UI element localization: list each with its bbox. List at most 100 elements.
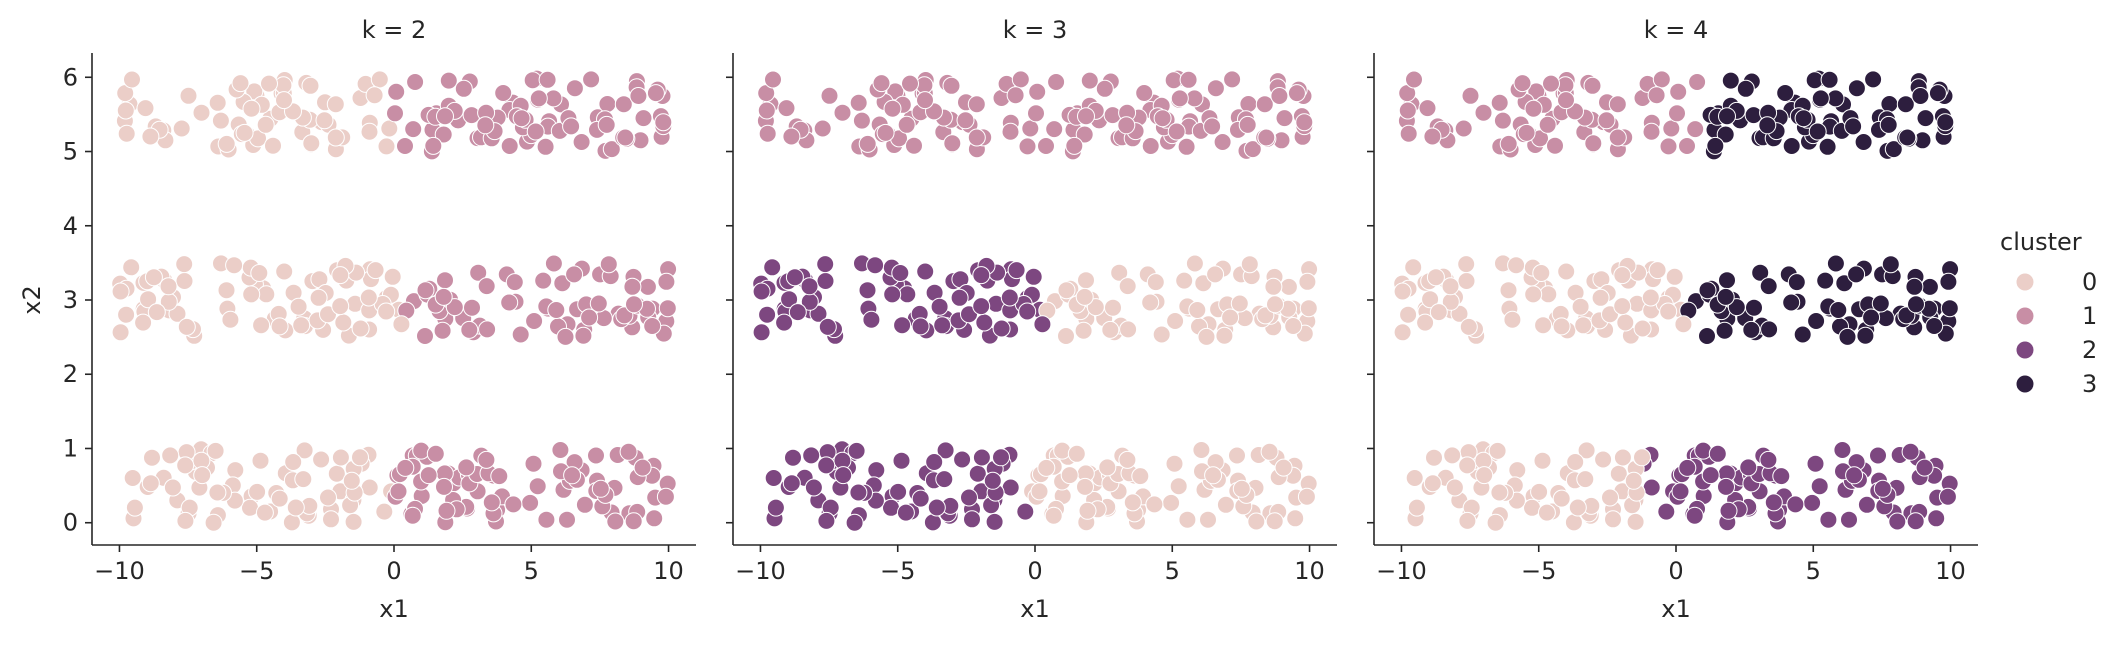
scatter-point-cluster-0 — [1426, 268, 1445, 287]
scatter-point-cluster-2 — [845, 513, 864, 532]
scatter-point-cluster-3 — [1925, 317, 1944, 335]
scatter-point-cluster-0 — [242, 285, 261, 304]
scatter-point-cluster-2 — [911, 317, 930, 336]
scatter-point-cluster-0 — [284, 453, 303, 471]
scatter-point-cluster-1 — [436, 107, 454, 126]
scatter-point-cluster-3 — [1736, 79, 1755, 98]
scatter-point-cluster-2 — [1001, 478, 1020, 497]
scatter-point-cluster-0 — [1101, 320, 1120, 339]
scatter-point-cluster-3 — [1907, 295, 1925, 314]
scatter-point-cluster-0 — [1508, 461, 1527, 480]
scatter-points — [752, 69, 1319, 532]
scatter-point-cluster-0 — [315, 111, 334, 130]
x-tick-label: −10 — [1376, 557, 1427, 585]
scatter-point-cluster-3 — [1847, 79, 1866, 98]
scatter-point-cluster-3 — [1826, 254, 1845, 273]
scatter-point-cluster-1 — [1418, 99, 1437, 118]
scatter-point-cluster-2 — [834, 466, 853, 485]
scatter-point-cluster-0 — [1266, 295, 1284, 314]
panel-title: k = 4 — [1644, 16, 1709, 44]
scatter-point-cluster-1 — [657, 272, 676, 291]
scatter-point-cluster-2 — [896, 503, 915, 522]
scatter-point-cluster-1 — [525, 312, 544, 330]
scatter-point-cluster-1 — [477, 277, 496, 296]
scatter-point-cluster-1 — [419, 466, 438, 485]
scatter-points — [111, 69, 678, 532]
scatter-point-cluster-0 — [327, 464, 346, 483]
scatter-point-cluster-1 — [528, 477, 547, 496]
scatter-point-cluster-3 — [1936, 113, 1955, 132]
scatter-point-cluster-1 — [1213, 133, 1232, 151]
scatter-point-cluster-1 — [1238, 115, 1257, 134]
scatter-point-cluster-3 — [1811, 89, 1830, 108]
scatter-point-cluster-2 — [950, 288, 969, 307]
scatter-point-cluster-1 — [1678, 137, 1696, 155]
scatter-point-cluster-0 — [256, 115, 275, 134]
scatter-point-cluster-2 — [1810, 477, 1829, 496]
scatter-point-cluster-0 — [1532, 264, 1551, 282]
scatter-point-cluster-2 — [992, 319, 1011, 338]
scatter-point-cluster-0 — [1216, 495, 1235, 514]
scatter-point-cluster-1 — [387, 82, 406, 101]
scatter-point-cluster-0 — [360, 478, 379, 497]
scatter-point-cluster-0 — [1185, 254, 1204, 273]
scatter-point-cluster-1 — [386, 104, 404, 123]
scatter-point-cluster-0 — [176, 456, 195, 475]
scatter-point-cluster-2 — [817, 511, 836, 530]
y-axis-label: x2 — [18, 285, 46, 314]
scatter-point-cluster-0 — [1145, 495, 1164, 514]
scatter-point-cluster-0 — [208, 93, 227, 112]
scatter-point-cluster-1 — [565, 79, 584, 98]
scatter-point-cluster-0 — [176, 511, 195, 530]
scatter-point-cluster-1 — [436, 271, 454, 290]
scatter-point-cluster-1 — [558, 510, 576, 529]
scatter-point-cluster-0 — [1074, 321, 1093, 340]
scatter-point-cluster-1 — [1206, 79, 1225, 98]
scatter-point-cluster-1 — [1517, 123, 1536, 142]
scatter-point-cluster-0 — [1604, 510, 1622, 529]
scatter-point-cluster-0 — [264, 136, 282, 155]
x-tick-label: 10 — [653, 557, 684, 585]
legend-marker-1 — [2015, 306, 2035, 326]
scatter-point-cluster-1 — [469, 263, 488, 282]
scatter-point-cluster-3 — [1759, 277, 1778, 296]
scatter-point-cluster-0 — [1574, 316, 1593, 335]
scatter-point-cluster-2 — [1642, 478, 1661, 497]
x-tick-label: 5 — [1165, 557, 1180, 585]
scatter-point-cluster-0 — [172, 119, 191, 138]
scatter-point-cluster-0 — [225, 256, 244, 275]
scatter-point-cluster-0 — [334, 313, 353, 332]
scatter-point-cluster-0 — [208, 483, 227, 502]
scatter-point-cluster-2 — [1657, 502, 1676, 521]
scatter-point-cluster-1 — [813, 119, 832, 138]
scatter-point-cluster-0 — [1204, 466, 1223, 485]
scatter-point-cluster-2 — [1803, 493, 1822, 512]
scatter-point-cluster-0 — [1533, 451, 1552, 470]
scatter-point-cluster-1 — [1546, 136, 1564, 155]
scatter-point-cluster-1 — [597, 115, 616, 134]
scatter-point-cluster-2 — [802, 446, 821, 465]
scatter-point-cluster-2 — [817, 456, 836, 475]
scatter-point-cluster-1 — [587, 446, 605, 465]
scatter-point-cluster-0 — [1490, 483, 1509, 502]
scatter-point-cluster-2 — [963, 510, 981, 529]
scatter-point-cluster-1 — [482, 493, 501, 512]
scatter-point-cluster-0 — [331, 448, 350, 467]
scatter-point-cluster-2 — [883, 285, 902, 304]
scatter-point-cluster-1 — [521, 493, 540, 512]
scatter-point-cluster-1 — [556, 327, 575, 346]
scatter-point-cluster-0 — [159, 277, 178, 296]
panel-title: k = 2 — [362, 16, 427, 44]
scatter-point-cluster-1 — [1223, 70, 1242, 89]
scatter-point-cluster-1 — [547, 301, 566, 319]
scatter-point-cluster-1 — [490, 467, 509, 486]
scatter-point-cluster-1 — [580, 308, 599, 327]
legend-label: 2 — [2082, 336, 2097, 364]
scatter-point-cluster-1 — [416, 327, 434, 345]
scatter-point-cluster-1 — [1538, 115, 1557, 134]
scatter-point-cluster-0 — [1416, 313, 1435, 332]
scatter-point-cluster-2 — [867, 461, 886, 480]
scatter-point-cluster-3 — [1782, 293, 1801, 312]
scatter-point-cluster-0 — [204, 513, 223, 532]
scatter-point-cluster-3 — [1820, 70, 1839, 89]
